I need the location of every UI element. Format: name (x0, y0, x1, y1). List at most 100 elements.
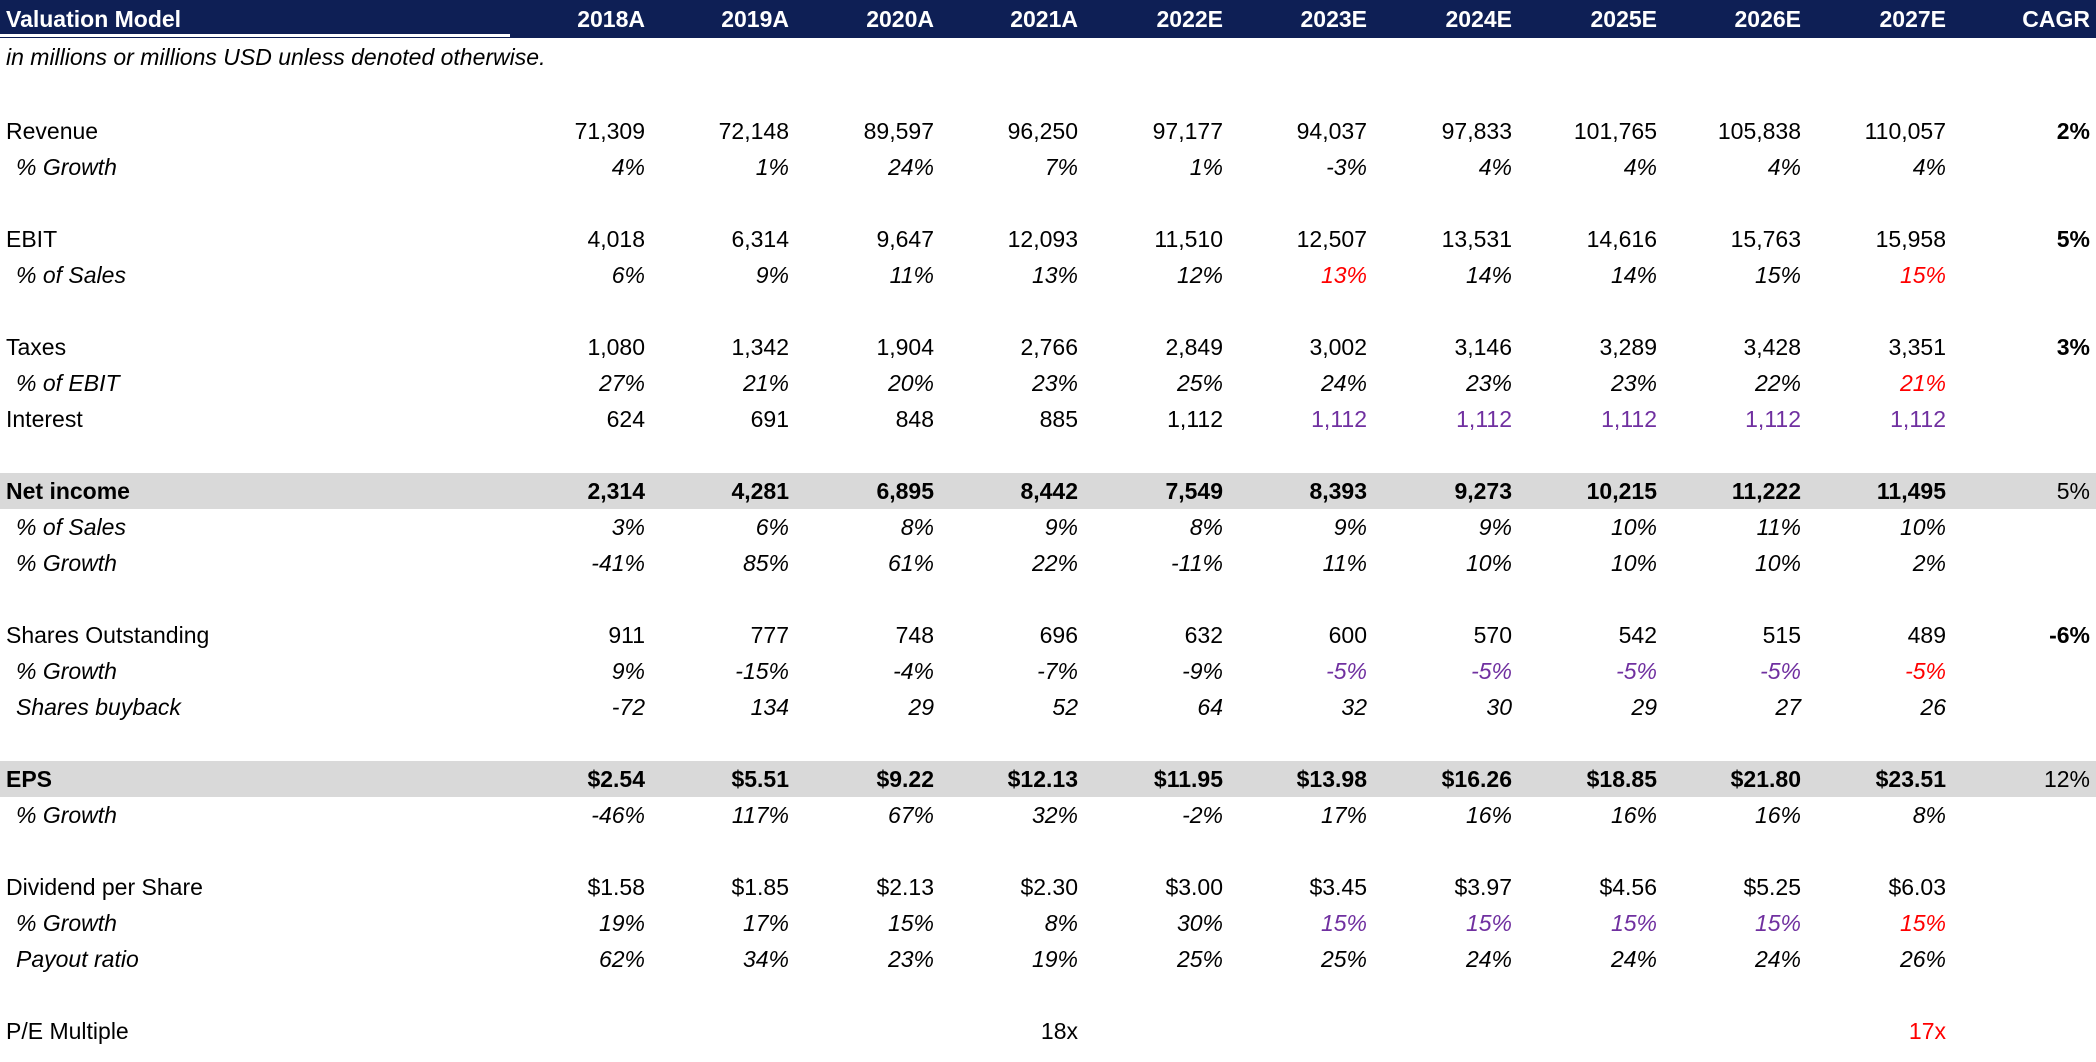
value-cell[interactable]: 9% (1044, 513, 1078, 540)
value-cell[interactable]: 16% (1610, 801, 1657, 828)
value-cell[interactable]: 15% (1320, 909, 1367, 936)
value-cell[interactable]: 3,289 (1599, 333, 1657, 360)
value-cell[interactable]: 61% (887, 549, 934, 576)
value-cell[interactable]: 3,428 (1743, 333, 1801, 360)
row-label[interactable]: % Growth (16, 801, 117, 828)
value-cell[interactable]: 8% (1912, 801, 1946, 828)
value-cell[interactable]: 848 (895, 405, 934, 432)
value-cell[interactable]: 14% (1610, 261, 1657, 288)
year-header[interactable]: 2021A (1010, 5, 1078, 32)
value-cell[interactable]: 14,616 (1586, 225, 1657, 252)
value-cell[interactable]: 25% (1320, 945, 1367, 972)
year-header[interactable]: 2019A (721, 5, 789, 32)
value-cell[interactable]: 72,148 (718, 117, 789, 144)
row-label[interactable]: Revenue (6, 117, 99, 144)
value-cell[interactable]: -9% (1182, 657, 1223, 684)
value-cell[interactable]: 29 (908, 693, 934, 720)
value-cell[interactable]: 32% (1031, 801, 1078, 828)
value-cell[interactable]: $2.30 (1020, 873, 1078, 900)
value-cell[interactable]: 97,177 (1152, 117, 1223, 144)
value-cell[interactable]: 9,273 (1454, 477, 1512, 504)
value-cell[interactable]: 89,597 (863, 117, 934, 144)
value-cell[interactable]: $23.51 (1875, 765, 1946, 792)
year-header[interactable]: 2022E (1156, 5, 1223, 32)
value-cell[interactable]: 2,849 (1165, 333, 1223, 360)
value-cell[interactable]: -5% (1616, 657, 1657, 684)
row-label[interactable]: P/E Multiple (6, 1017, 129, 1044)
value-cell[interactable]: $6.03 (1888, 873, 1946, 900)
value-cell[interactable]: 9% (755, 261, 789, 288)
year-header[interactable]: 2026E (1734, 5, 1801, 32)
row-label[interactable]: % of Sales (16, 513, 126, 540)
value-cell[interactable]: $5.25 (1743, 873, 1801, 900)
value-cell[interactable]: $11.95 (1153, 765, 1223, 792)
value-cell[interactable] (515, 1013, 645, 1049)
value-cell[interactable]: $1.58 (587, 873, 645, 900)
value-cell[interactable] (804, 1013, 934, 1049)
value-cell[interactable]: 1,342 (731, 333, 789, 360)
value-cell[interactable]: 6,314 (731, 225, 789, 252)
value-cell[interactable]: $13.98 (1296, 765, 1367, 792)
value-cell[interactable]: 16% (1754, 801, 1801, 828)
row-label[interactable]: Interest (6, 405, 83, 432)
value-cell[interactable]: 10% (1610, 549, 1657, 576)
value-cell[interactable]: 1,112 (1456, 405, 1512, 432)
value-cell[interactable]: -5% (1760, 657, 1801, 684)
value-cell[interactable]: 4,281 (731, 477, 789, 504)
value-cell[interactable]: 25% (1176, 369, 1223, 396)
value-cell[interactable]: $2.13 (876, 873, 934, 900)
value-cell[interactable]: 6% (755, 513, 789, 540)
value-cell[interactable]: 16% (1465, 801, 1512, 828)
value-cell[interactable]: 6,895 (876, 477, 934, 504)
value-cell[interactable]: 21% (742, 369, 789, 396)
cagr-cell[interactable]: 12% (2043, 765, 2090, 792)
value-cell[interactable] (1527, 1013, 1657, 1049)
year-header[interactable]: 2025E (1590, 5, 1657, 32)
value-cell[interactable]: $3.00 (1165, 873, 1223, 900)
value-cell[interactable]: 26% (1899, 945, 1946, 972)
value-cell[interactable]: 21% (1899, 369, 1946, 396)
value-cell[interactable]: 12,507 (1296, 225, 1367, 252)
value-cell[interactable]: 1,112 (1167, 405, 1223, 432)
value-cell[interactable]: 600 (1328, 621, 1367, 648)
value-cell[interactable]: 15% (887, 909, 934, 936)
value-cell[interactable]: 134 (750, 693, 789, 720)
value-cell[interactable]: 67% (887, 801, 934, 828)
value-cell[interactable]: 15% (1754, 261, 1801, 288)
value-cell[interactable]: 25% (1176, 945, 1223, 972)
value-cell[interactable] (1237, 1013, 1367, 1049)
value-cell[interactable]: 101,765 (1573, 117, 1657, 144)
value-cell[interactable] (1093, 1013, 1223, 1049)
value-cell[interactable]: 15,958 (1875, 225, 1946, 252)
value-cell[interactable]: -4% (893, 657, 934, 684)
value-cell[interactable]: $12.13 (1007, 765, 1078, 792)
value-cell[interactable]: 27% (598, 369, 645, 396)
value-cell[interactable]: 17x (1908, 1017, 1946, 1044)
units-note[interactable]: in millions or millions USD unless denot… (6, 44, 546, 70)
value-cell[interactable]: -2% (1182, 801, 1223, 828)
value-cell[interactable]: 4% (611, 153, 645, 180)
row-label[interactable]: EPS (6, 765, 53, 792)
value-cell[interactable]: -5% (1905, 657, 1946, 684)
value-cell[interactable]: 8,442 (1020, 477, 1078, 504)
value-cell[interactable]: 1,112 (1311, 405, 1367, 432)
value-cell[interactable]: 1,112 (1601, 405, 1657, 432)
row-label[interactable]: % Growth (16, 549, 117, 576)
value-cell[interactable]: 691 (750, 405, 789, 432)
value-cell[interactable]: 96,250 (1007, 117, 1078, 144)
value-cell[interactable]: 4% (1912, 153, 1946, 180)
value-cell[interactable]: 26 (1920, 693, 1946, 720)
row-label[interactable]: Dividend per Share (6, 873, 203, 900)
row-label[interactable]: Taxes (6, 333, 67, 360)
value-cell[interactable]: $5.51 (731, 765, 789, 792)
value-cell[interactable]: 3% (611, 513, 645, 540)
value-cell[interactable]: 24% (1320, 369, 1367, 396)
value-cell[interactable]: 6% (611, 261, 645, 288)
row-label[interactable]: Shares buyback (16, 693, 181, 720)
value-cell[interactable]: 20% (887, 369, 934, 396)
value-cell[interactable]: 1,080 (587, 333, 645, 360)
value-cell[interactable]: -3% (1326, 153, 1367, 180)
value-cell[interactable]: 105,838 (1717, 117, 1801, 144)
value-cell[interactable]: 3,002 (1309, 333, 1367, 360)
value-cell[interactable]: 2,766 (1020, 333, 1078, 360)
